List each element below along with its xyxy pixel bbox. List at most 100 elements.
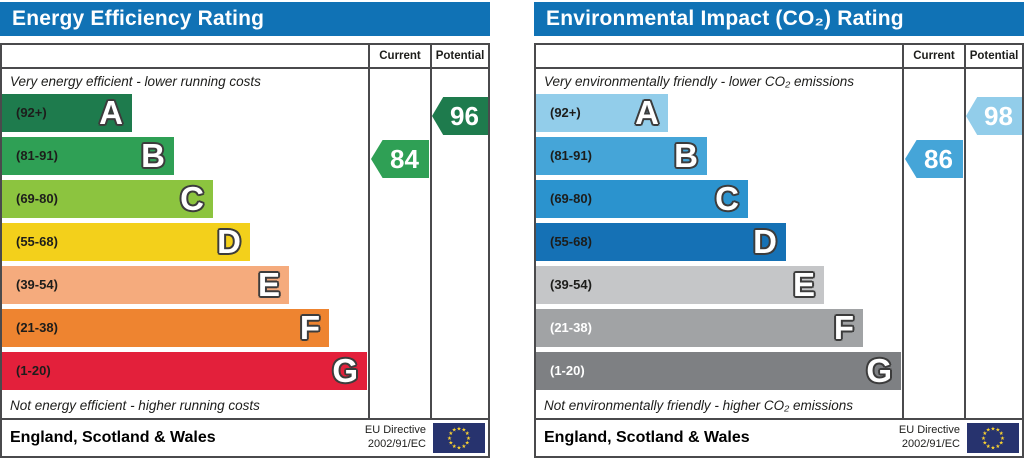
band-g-range: (1-20) — [16, 363, 51, 378]
chart-footer: England, Scotland & Wales EU Directive 2… — [2, 418, 488, 456]
band-e: (39-54) E — [2, 266, 289, 304]
potential-column-header: Potential — [435, 50, 485, 62]
top-note: Very energy efficient - lower running co… — [10, 74, 261, 89]
band-b-letter: B — [674, 137, 698, 174]
current-rating-value: 86 — [924, 144, 953, 174]
band-c: (69-80) C — [536, 180, 748, 218]
chart-title: Environmental Impact (CO₂) Rating — [546, 7, 904, 30]
band-g: (1-20) G — [536, 352, 901, 390]
band-a-letter: A — [635, 94, 659, 131]
chart-title-bar: Environmental Impact (CO₂) Rating — [534, 2, 1024, 36]
band-a: (92+) A — [2, 94, 132, 132]
rating-table: Current Potential Very environmentally f… — [534, 43, 1024, 458]
current-column-header: Current — [379, 50, 421, 62]
potential-rating-value: 98 — [984, 101, 1013, 131]
band-e-range: (39-54) — [550, 277, 592, 292]
potential-rating-arrow: 98 — [966, 97, 1022, 135]
current-column-divider — [368, 45, 370, 418]
band-d-letter: D — [217, 223, 241, 260]
rating-bands: (92+) A (81-91) B (69-80) C (55-68) D (3… — [536, 94, 902, 395]
chart-title: Energy Efficiency Rating — [12, 7, 265, 30]
band-d-range: (55-68) — [16, 234, 58, 249]
band-g-range: (1-20) — [550, 363, 585, 378]
band-c-letter: C — [715, 180, 739, 217]
svg-text:★: ★ — [448, 431, 453, 437]
band-e-range: (39-54) — [16, 277, 58, 292]
rating-bands: (92+) A (81-91) B (69-80) C (55-68) D (3… — [2, 94, 368, 395]
bottom-note: Not energy efficient - higher running co… — [10, 398, 260, 413]
band-d-range: (55-68) — [550, 234, 592, 249]
chart-title-bar: Energy Efficiency Rating — [0, 2, 490, 36]
band-b: (81-91) B — [536, 137, 707, 175]
rating-table: Current Potential Very energy efficient … — [0, 43, 490, 458]
eu-directive-label: EU Directive 2002/91/EC — [899, 424, 960, 452]
svg-text:★: ★ — [995, 444, 1000, 450]
potential-column-divider — [430, 45, 432, 418]
band-c-range: (69-80) — [16, 191, 58, 206]
band-b-range: (81-91) — [550, 148, 592, 163]
environmental-impact-chart: Environmental Impact (CO₂) Rating Curren… — [534, 0, 1024, 458]
band-b-letter: B — [141, 137, 165, 174]
chart-footer: England, Scotland & Wales EU Directive 2… — [536, 418, 1022, 456]
svg-text:★: ★ — [1000, 436, 1005, 442]
svg-text:★: ★ — [447, 436, 452, 442]
svg-text:★: ★ — [452, 428, 457, 434]
band-b-range: (81-91) — [16, 148, 58, 163]
band-b: (81-91) B — [2, 137, 174, 175]
eu-flag-icon: ★ ★★ ★★★ ★★★ ★★★ — [433, 423, 485, 453]
svg-text:★: ★ — [981, 436, 986, 442]
svg-text:★: ★ — [999, 441, 1004, 447]
svg-text:★: ★ — [991, 426, 996, 432]
band-c-letter: C — [180, 180, 204, 217]
band-f-letter: F — [833, 309, 854, 346]
svg-text:★: ★ — [452, 444, 457, 450]
band-f-range: (21-38) — [550, 320, 592, 335]
band-d: (55-68) D — [2, 223, 250, 261]
band-g-letter: G — [332, 352, 358, 389]
potential-column-header: Potential — [969, 50, 1019, 62]
header-divider — [536, 67, 1022, 69]
svg-text:★: ★ — [982, 431, 987, 437]
potential-rating-value: 96 — [450, 101, 479, 131]
svg-text:★: ★ — [991, 445, 996, 451]
band-c-range: (69-80) — [550, 191, 592, 206]
eu-directive-line1: EU Directive — [364, 424, 426, 437]
svg-text:★: ★ — [461, 444, 466, 450]
svg-text:★: ★ — [986, 428, 991, 434]
band-d-letter: D — [753, 223, 777, 260]
eu-flag-icon: ★ ★★ ★★★ ★★★ ★★★ — [967, 423, 1019, 453]
band-g-letter: G — [866, 352, 892, 389]
band-g: (1-20) G — [2, 352, 367, 390]
top-note: Very environmentally friendly - lower CO… — [544, 74, 854, 89]
current-rating-value: 84 — [390, 144, 419, 174]
band-f-letter: F — [299, 309, 320, 346]
band-e-letter: E — [257, 266, 280, 303]
band-c: (69-80) C — [2, 180, 213, 218]
eu-directive-label: EU Directive 2002/91/EC — [365, 424, 426, 452]
svg-text:★: ★ — [466, 436, 471, 442]
eu-directive-line2: 2002/91/EC — [367, 438, 426, 450]
region-label: England, Scotland & Wales — [10, 429, 216, 446]
svg-text:★: ★ — [982, 441, 987, 447]
svg-text:★: ★ — [457, 445, 462, 451]
svg-text:★: ★ — [457, 426, 462, 432]
band-a-range: (92+) — [550, 105, 581, 120]
header-divider — [2, 67, 488, 69]
band-d: (55-68) D — [536, 223, 786, 261]
current-rating-arrow: 84 — [371, 140, 429, 178]
energy-efficiency-chart: Energy Efficiency Rating Current Potenti… — [0, 0, 490, 458]
bottom-note: Not environmentally friendly - higher CO… — [544, 398, 854, 413]
band-f: (21-38) F — [536, 309, 863, 347]
potential-column-divider — [964, 45, 966, 418]
band-a-letter: A — [99, 94, 123, 131]
potential-rating-arrow: 96 — [432, 97, 488, 135]
band-e-letter: E — [792, 266, 815, 303]
current-column-header: Current — [913, 50, 955, 62]
current-rating-arrow: 86 — [905, 140, 963, 178]
svg-text:★: ★ — [465, 431, 470, 437]
svg-text:★: ★ — [999, 431, 1004, 437]
svg-text:★: ★ — [986, 444, 991, 450]
eu-directive-line1: EU Directive — [898, 424, 960, 437]
band-e: (39-54) E — [536, 266, 824, 304]
current-column-divider — [902, 45, 904, 418]
